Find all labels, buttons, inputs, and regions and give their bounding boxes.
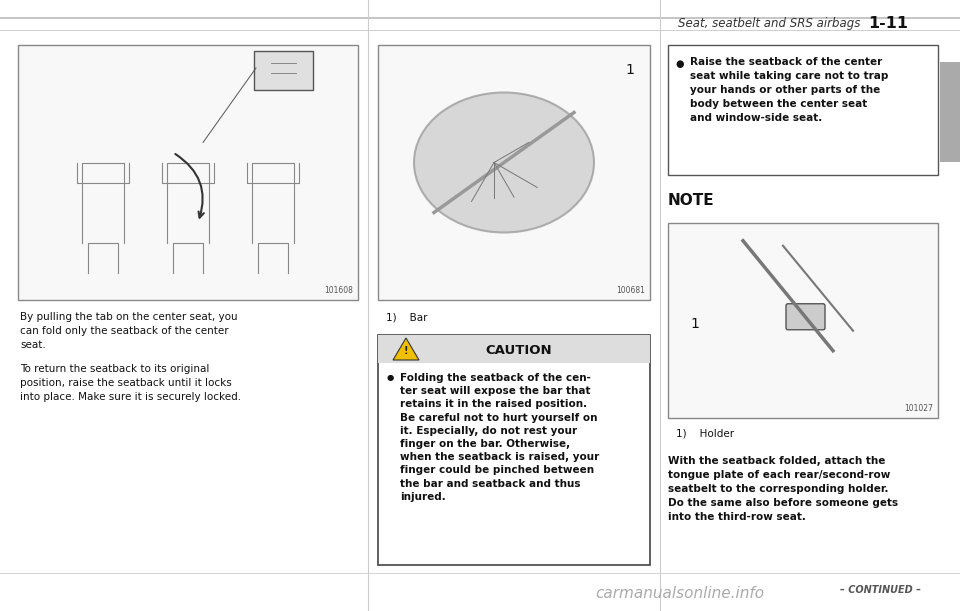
Text: 101027: 101027 [904,404,933,413]
Text: Seat, seatbelt and SRS airbags: Seat, seatbelt and SRS airbags [678,18,860,31]
Text: 1: 1 [690,317,699,331]
Text: Folding the seatback of the cen-
ter seat will expose the bar that
retains it in: Folding the seatback of the cen- ter sea… [400,373,599,502]
Bar [668,223,938,418]
Bar [378,45,650,300]
Bar [940,62,960,162]
Text: By pulling the tab on the center seat, you
can fold only the seatback of the cen: By pulling the tab on the center seat, y… [20,312,238,350]
Bar [378,335,650,565]
Text: To return the seatback to its original
position, raise the seatback until it loc: To return the seatback to its original p… [20,364,241,402]
Text: With the seatback folded, attach the
tongue plate of each rear/second-row
seatbe: With the seatback folded, attach the ton… [668,456,899,522]
Bar [668,45,938,175]
Polygon shape [393,338,419,360]
FancyBboxPatch shape [786,304,825,330]
Text: ●: ● [676,59,684,69]
Text: 101608: 101608 [324,286,353,295]
Text: ●: ● [386,373,394,382]
Ellipse shape [414,92,594,233]
Text: 1: 1 [626,63,635,77]
Text: 100681: 100681 [616,286,645,295]
Text: 1)    Bar: 1) Bar [386,312,427,322]
Text: carmanualsonline.info: carmanualsonline.info [595,586,764,601]
Text: 1-11: 1-11 [868,15,908,31]
Text: !: ! [404,346,408,356]
Text: CAUTION: CAUTION [486,343,552,356]
Text: Raise the seatback of the center
seat while taking care not to trap
your hands o: Raise the seatback of the center seat wh… [690,57,888,123]
FancyBboxPatch shape [254,51,313,90]
Text: NOTE: NOTE [668,193,714,208]
Bar [378,335,650,363]
Bar [18,45,358,300]
Text: – CONTINUED –: – CONTINUED – [839,585,921,595]
Text: 1)    Holder: 1) Holder [676,428,734,438]
